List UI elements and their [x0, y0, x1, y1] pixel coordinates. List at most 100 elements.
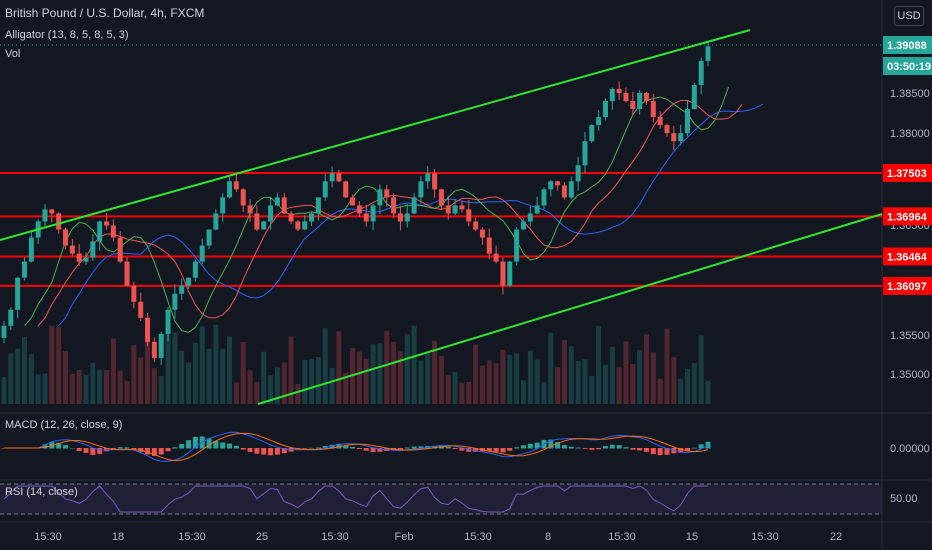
candle-body [76, 253, 82, 262]
macd-histogram-bar [568, 446, 574, 449]
candle-body [336, 173, 342, 182]
volume-bar [384, 330, 390, 404]
alligator-legend[interactable]: Alligator (13, 8, 5, 8, 5, 3) [5, 29, 129, 41]
macd-histogram-bar [145, 448, 151, 455]
volume-bar [206, 348, 212, 404]
candle-body [329, 173, 335, 182]
macd-tick-label: 0.00000 [890, 443, 930, 455]
candle-body [534, 205, 540, 214]
volume-legend[interactable]: Vol [5, 48, 21, 60]
candle-body [438, 189, 444, 206]
time-axis[interactable]: 15:30 18 15:30 25 15:30 Feb 15:30 8 15:30 15 15:30… [34, 531, 842, 543]
macd-histogram-bar [664, 448, 670, 455]
price-tick-label: 1.35500 [890, 330, 930, 342]
candle-body [616, 88, 622, 93]
candle-body [630, 101, 636, 110]
price-tick-label: 1.38500 [890, 88, 930, 100]
rsi-legend[interactable]: RSI (14, close) [5, 486, 78, 498]
candle-body [295, 221, 301, 230]
currency-button[interactable]: USD [894, 6, 924, 26]
macd-histogram-bar [240, 448, 246, 450]
macd-histogram-bar [500, 448, 506, 453]
candle-body [274, 197, 280, 206]
volume-bar [637, 349, 643, 404]
candle-body [404, 213, 410, 222]
volume-bar [343, 372, 349, 404]
candle-body [425, 173, 431, 182]
macd-histogram-bar [76, 448, 82, 452]
candle-body [165, 309, 171, 334]
candle-body [83, 257, 89, 262]
price-axis[interactable]: 1.385001.380001.365001.355001.350001.375… [883, 36, 932, 505]
candle-body [657, 117, 663, 126]
macd-histogram-bar [227, 443, 233, 449]
volume-bar [227, 336, 233, 404]
candle-body [541, 189, 547, 206]
candle-body [377, 189, 383, 206]
level-label-bg [883, 276, 932, 295]
macd-histogram-bar [117, 447, 123, 449]
candle-body [397, 213, 403, 222]
macd-histogram-bar [623, 447, 629, 449]
candle-body [309, 213, 315, 222]
macd-legend[interactable]: MACD (12, 26, close, 9) [5, 419, 123, 431]
candle-body [589, 125, 595, 142]
lower-trendline[interactable] [257, 213, 883, 405]
volume-bar [220, 348, 226, 404]
candle-body [42, 209, 48, 222]
volume-bar [104, 369, 110, 404]
volume-bar [377, 343, 383, 404]
volume-bar [63, 350, 69, 404]
macd-histogram-bar [445, 446, 451, 449]
volume-bar [274, 367, 280, 404]
candle-body [684, 109, 690, 134]
candle-body [602, 101, 608, 118]
candle-body [131, 285, 137, 302]
candle-body [678, 133, 684, 142]
macd-histogram-bar [97, 448, 103, 454]
candle-body [343, 181, 349, 198]
volume-bar [691, 362, 697, 404]
candle-body [104, 221, 110, 226]
volume-bar [76, 370, 82, 404]
candle-body [637, 93, 643, 110]
volume-bar [432, 340, 438, 404]
macd-histogram-bar [158, 448, 164, 455]
macd-histogram-bar [206, 438, 212, 449]
macd-histogram-bar [274, 448, 280, 455]
volume-bar [117, 370, 123, 404]
current-price-bg [883, 36, 932, 54]
volume-bar [261, 351, 267, 404]
volume-bar [623, 341, 629, 404]
upper-trendline[interactable] [0, 29, 751, 241]
drawings[interactable] [0, 29, 883, 405]
candle-body [650, 101, 656, 118]
candle-body [63, 229, 69, 246]
macd-histogram-bar [657, 448, 663, 456]
candle-body [568, 181, 574, 198]
macd-histogram-bar [309, 447, 315, 449]
symbol-title[interactable]: British Pound / U.S. Dollar, 4h, FXCM [5, 6, 205, 20]
volume-bar [609, 346, 615, 404]
alligator-lips [24, 86, 729, 333]
candle-body [206, 229, 212, 246]
candle-body [1, 325, 7, 338]
volume-bar [418, 360, 424, 404]
candle-body [199, 245, 205, 262]
alligator-jaw [58, 103, 763, 327]
macd-histogram-bar [698, 444, 704, 449]
volume-bar [186, 362, 192, 404]
rsi-line [3, 485, 708, 513]
candle-body [8, 309, 14, 326]
volume-bar [445, 374, 451, 404]
volume-bar [145, 333, 151, 404]
volume-bar [425, 353, 431, 404]
countdown-label: 03:50:19 [887, 61, 931, 73]
macd-histogram-bar [609, 444, 615, 449]
macd-histogram-bar [261, 448, 267, 455]
volume-bar [254, 381, 260, 404]
volume-bar [295, 383, 301, 404]
candle-body [240, 189, 246, 206]
